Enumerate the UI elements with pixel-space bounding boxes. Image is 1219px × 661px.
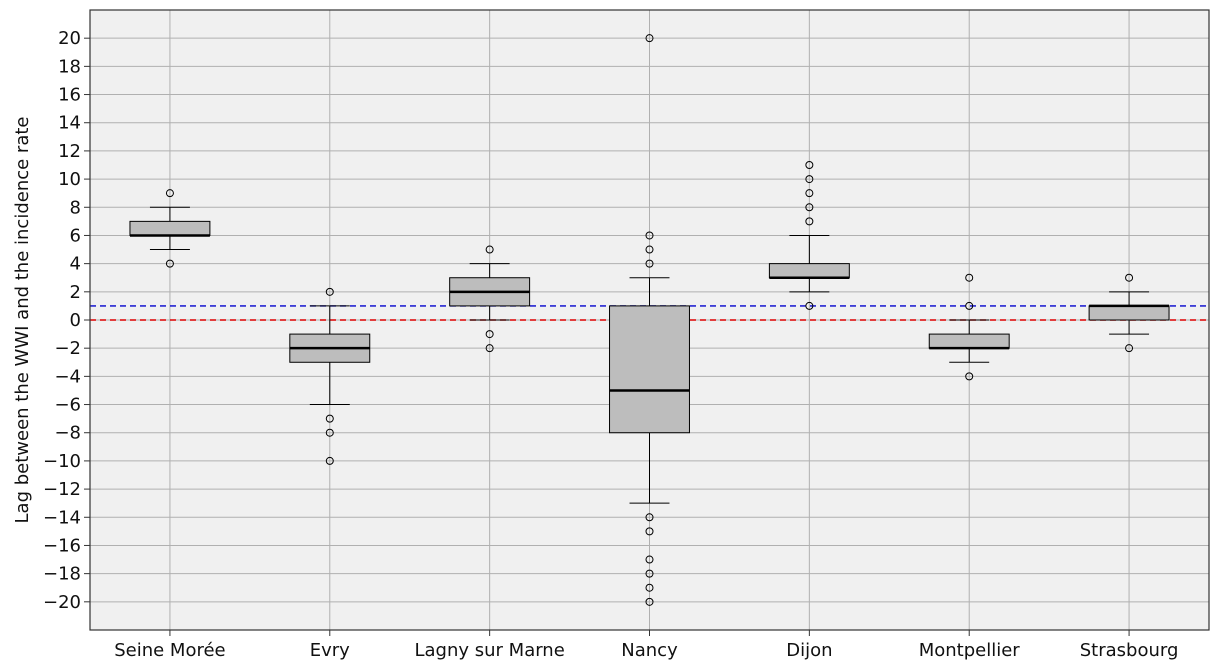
box xyxy=(928,333,1010,349)
x-tick-label: Evry xyxy=(310,640,350,661)
y-tick-label: 10 xyxy=(58,169,81,190)
y-tick-label: 2 xyxy=(70,282,81,303)
x-tick-label: Seine Morée xyxy=(114,640,225,661)
outlier-point xyxy=(645,555,654,564)
outlier-point xyxy=(805,189,814,198)
box-group xyxy=(129,189,211,268)
outlier-point xyxy=(485,330,494,339)
outlier-point xyxy=(965,273,974,282)
outlier-point xyxy=(645,231,654,240)
y-tick-label: 12 xyxy=(58,141,81,162)
reference-lines xyxy=(90,305,1209,321)
y-tick-label: −8 xyxy=(54,423,81,444)
x-tick-label: Lagny sur Marne xyxy=(414,640,564,661)
outlier-point xyxy=(1125,344,1134,353)
boxes xyxy=(129,34,1170,606)
box xyxy=(768,263,850,279)
outlier-point xyxy=(805,301,814,310)
x-tick-label: Montpellier xyxy=(919,640,1021,661)
outlier-point xyxy=(325,428,334,437)
y-tick-label: 0 xyxy=(70,310,81,331)
outlier-point xyxy=(325,287,334,296)
box-group xyxy=(449,245,531,353)
x-tick-label: Dijon xyxy=(786,640,832,661)
box-group xyxy=(289,287,371,465)
y-tick-label: 4 xyxy=(70,254,81,275)
y-tick-label: −10 xyxy=(43,451,81,472)
outlier-point xyxy=(645,245,654,254)
y-tick-label: 6 xyxy=(70,225,81,246)
box-group xyxy=(768,161,850,310)
box-group xyxy=(928,273,1010,381)
box xyxy=(1088,305,1170,321)
outlier-point xyxy=(645,583,654,592)
y-tick-label: 20 xyxy=(58,28,81,49)
box xyxy=(609,305,690,434)
outlier-point xyxy=(165,259,174,268)
y-tick-label: −16 xyxy=(43,535,81,556)
outlier-point xyxy=(805,217,814,226)
outlier-point xyxy=(805,161,814,169)
y-tick-label: −12 xyxy=(43,479,81,500)
outlier-point xyxy=(645,259,654,268)
y-tick-label: −14 xyxy=(43,507,81,528)
outlier-point xyxy=(485,344,494,353)
outlier-point xyxy=(485,245,494,254)
outlier-point xyxy=(965,301,974,310)
outlier-point xyxy=(645,34,654,43)
y-tick-label: −20 xyxy=(43,592,81,613)
y-tick-label: −2 xyxy=(54,338,81,359)
y-tick-label: −6 xyxy=(54,395,81,416)
outlier-point xyxy=(645,597,654,606)
outlier-point xyxy=(645,513,654,522)
y-tick-label: 14 xyxy=(58,113,81,134)
y-axis-title: Lag between the WWI and the incidence ra… xyxy=(12,117,33,524)
outlier-point xyxy=(805,175,814,184)
outlier-point xyxy=(165,189,174,198)
y-tick-label: 16 xyxy=(58,85,81,106)
y-tick-label: 8 xyxy=(70,197,81,218)
outlier-point xyxy=(325,456,334,465)
x-tick-label: Strasbourg xyxy=(1080,640,1179,661)
y-tick-label: −4 xyxy=(54,366,81,387)
outlier-point xyxy=(965,372,974,381)
outlier-point xyxy=(805,203,814,212)
outlier-point xyxy=(645,569,654,578)
x-tick-label: Nancy xyxy=(621,640,678,661)
y-tick-label: 18 xyxy=(58,56,81,77)
outlier-point xyxy=(645,527,654,536)
outlier-point xyxy=(1125,273,1134,282)
y-tick-label: −18 xyxy=(43,564,81,585)
outlier-point xyxy=(325,414,334,423)
box-group xyxy=(1088,273,1170,353)
box-group xyxy=(609,34,690,606)
y-ticks: −20−18−16−14−12−10−8−6−4−202468101214161… xyxy=(43,28,90,613)
x-ticks: Seine Morée Evry Lagny sur Marne Nancy Dijon… xyxy=(114,630,1178,661)
box xyxy=(129,220,211,236)
